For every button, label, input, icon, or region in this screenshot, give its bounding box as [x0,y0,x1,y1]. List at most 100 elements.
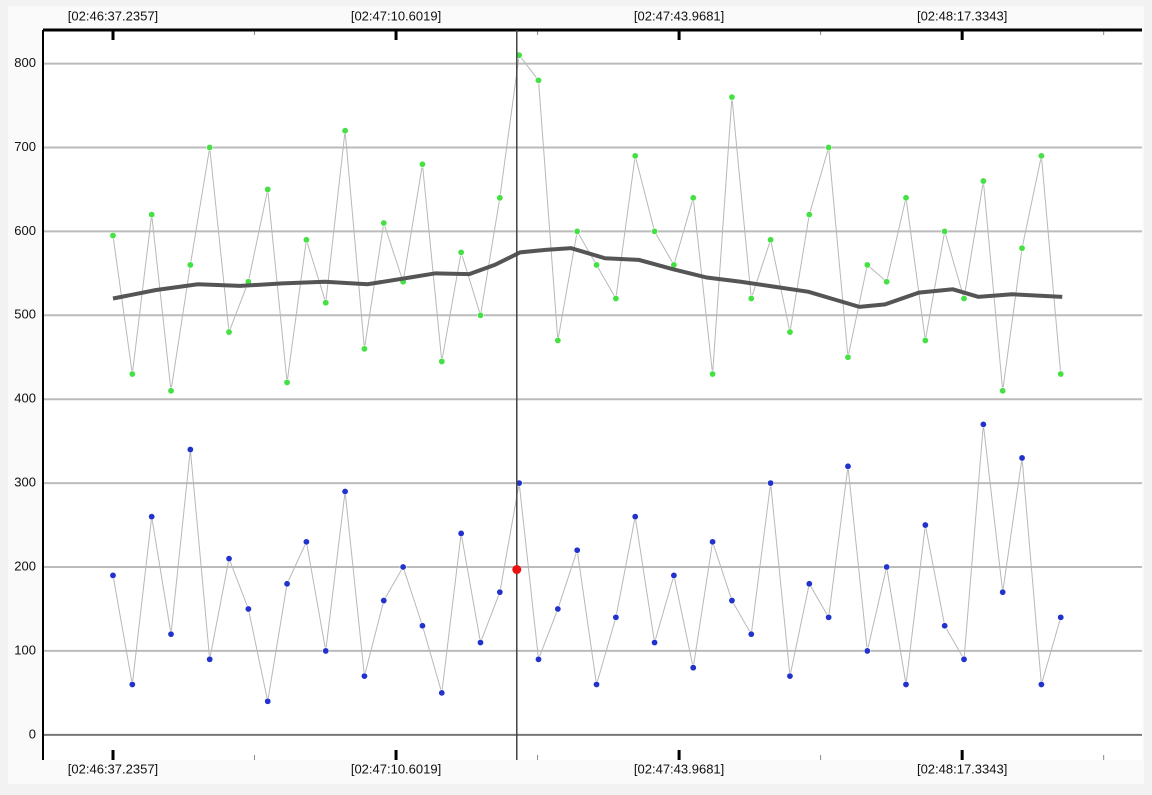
point [593,261,601,269]
point [496,194,504,202]
point [883,563,891,571]
point [225,555,233,563]
point [438,357,446,365]
x-tick-label-bottom: [02:47:10.6019] [351,761,441,776]
point [438,689,446,697]
point [709,370,717,378]
point [380,219,388,227]
point [244,605,252,613]
point [148,211,156,219]
point [341,487,349,495]
point [476,639,484,647]
point [515,479,523,487]
point [709,538,717,546]
point [360,672,368,680]
point [960,295,968,303]
point [960,655,968,663]
point [689,664,697,672]
x-tick-label-bottom: [02:46:37.2357] [68,761,158,776]
point [554,336,562,344]
point [341,127,349,135]
point [206,655,214,663]
point [999,387,1007,395]
point [573,546,581,554]
point [418,622,426,630]
point [515,51,523,59]
point [767,236,775,244]
point [593,680,601,688]
point [805,580,813,588]
point [863,261,871,269]
point [283,580,291,588]
point [573,227,581,235]
point [999,588,1007,596]
point [805,211,813,219]
y-tick-label: 600 [14,223,36,238]
point [863,647,871,655]
point [747,630,755,638]
moving-average [112,246,1063,309]
point [380,597,388,605]
y-tick-label: 0 [29,726,36,741]
point [264,697,272,705]
point [1037,680,1045,688]
point [844,353,852,361]
point [883,278,891,286]
point [109,232,117,240]
y-tick-label: 700 [14,139,36,154]
point [167,387,175,395]
point [322,647,330,655]
point [902,680,910,688]
point [496,588,504,596]
y-tick-label: 800 [14,55,36,70]
point [631,152,639,160]
point [825,143,833,151]
point [767,479,775,487]
point [554,605,562,613]
point [225,328,233,336]
y-tick-label: 200 [14,558,36,573]
point [689,194,697,202]
series-line [112,53,1062,391]
series-line [112,424,1062,702]
y-tick-label: 400 [14,391,36,406]
point [264,185,272,193]
point [535,76,543,84]
point [186,446,194,454]
point [979,420,987,428]
point [1057,613,1065,621]
point [941,622,949,630]
y-tick-label: 100 [14,642,36,657]
point [148,513,156,521]
x-tick-label-bottom: [02:48:17.3343] [917,761,1007,776]
point [1018,244,1026,252]
point [457,529,465,537]
point [399,563,407,571]
x-tick-label-top: [02:48:17.3343] [917,8,1007,23]
y-tick-label: 300 [14,475,36,490]
point [535,655,543,663]
plot-area [43,30,1142,760]
point [825,613,833,621]
point [670,571,678,579]
point [302,236,310,244]
point [921,521,929,529]
point [612,295,620,303]
point [747,295,755,303]
point [167,630,175,638]
point [360,345,368,353]
y-tick-label: 500 [14,307,36,322]
point [206,143,214,151]
point [128,680,136,688]
point [457,248,465,256]
point [921,336,929,344]
point [786,672,794,680]
point [1018,454,1026,462]
point [302,538,310,546]
point [631,513,639,521]
point [1057,370,1065,378]
x-tick-label-top: [02:47:10.6019] [351,8,441,23]
x-tick-label-bottom: [02:47:43.9681] [634,761,724,776]
